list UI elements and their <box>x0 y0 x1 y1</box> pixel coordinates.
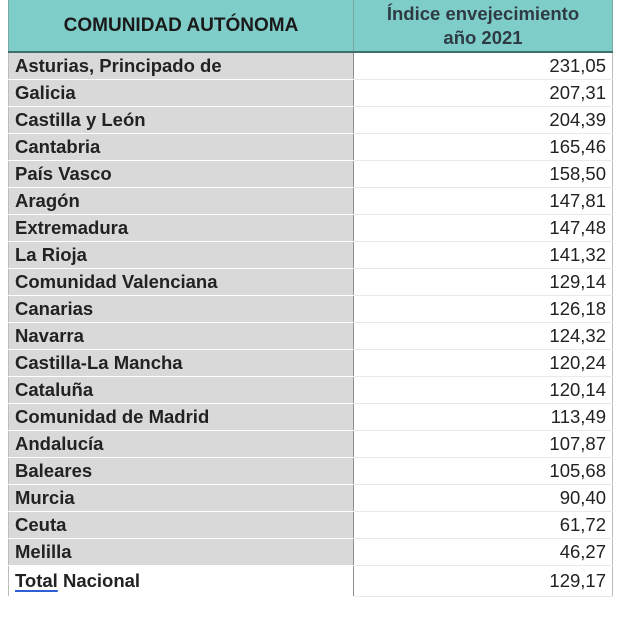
aging-index-value-cell: 105,68 <box>353 457 613 485</box>
region-name-cell: Murcia <box>8 484 354 512</box>
table-row: Aragón 147,81 <box>8 187 613 215</box>
region-name-cell: Extremadura <box>8 214 354 242</box>
table-header-row: COMUNIDAD AUTÓNOMA Índice envejecimiento… <box>8 0 613 53</box>
table-row: Cataluña 120,14 <box>8 376 613 404</box>
table-row: Cantabria 165,46 <box>8 133 613 161</box>
header-region: COMUNIDAD AUTÓNOMA <box>8 0 354 53</box>
table-row: Baleares 105,68 <box>8 457 613 485</box>
total-label-rest: Nacional <box>57 570 141 591</box>
region-name-cell: Canarias <box>8 295 354 323</box>
aging-index-value-cell: 46,27 <box>353 538 613 566</box>
aging-index-value-cell: 147,48 <box>353 214 613 242</box>
aging-index-value-cell: 120,24 <box>353 349 613 377</box>
total-label-link[interactable]: Total <box>15 570 58 591</box>
aging-index-table-container: COMUNIDAD AUTÓNOMA Índice envejecimiento… <box>8 0 613 597</box>
table-body: Asturias, Principado de 231,05 Galicia 207,… <box>8 52 613 566</box>
region-name-cell: Comunidad de Madrid <box>8 403 354 431</box>
aging-index-value-cell: 158,50 <box>353 160 613 188</box>
aging-index-value-cell: 120,14 <box>353 376 613 404</box>
table-row: Asturias, Principado de 231,05 <box>8 52 613 80</box>
aging-index-value-cell: 207,31 <box>353 79 613 107</box>
table-row-total: Total Nacional 129,17 <box>8 565 613 597</box>
aging-index-value-cell: 61,72 <box>353 511 613 539</box>
region-name-cell: Ceuta <box>8 511 354 539</box>
header-aging-index-line2: año 2021 <box>443 26 523 48</box>
aging-index-value-cell: 165,46 <box>353 133 613 161</box>
region-name-cell: Melilla <box>8 538 354 566</box>
table-row: Comunidad de Madrid 113,49 <box>8 403 613 431</box>
region-name-cell: Aragón <box>8 187 354 215</box>
header-aging-index-line1: Índice envejecimiento <box>386 2 580 24</box>
header-aging-index: Índice envejecimiento año 2021 <box>353 0 613 53</box>
region-name-cell: Andalucía <box>8 430 354 458</box>
table-row: País Vasco 158,50 <box>8 160 613 188</box>
region-name-cell: Asturias, Principado de <box>8 52 354 80</box>
aging-index-value-cell: 129,14 <box>353 268 613 296</box>
aging-index-value-cell: 141,32 <box>353 241 613 269</box>
table-row: La Rioja 141,32 <box>8 241 613 269</box>
table-row: Andalucía 107,87 <box>8 430 613 458</box>
table-row: Comunidad Valenciana 129,14 <box>8 268 613 296</box>
aging-index-value-cell: 147,81 <box>353 187 613 215</box>
table-row: Extremadura 147,48 <box>8 214 613 242</box>
aging-index-value-cell: 124,32 <box>353 322 613 350</box>
table-row: Ceuta 61,72 <box>8 511 613 539</box>
aging-index-value-cell: 231,05 <box>353 52 613 80</box>
aging-index-value-cell: 113,49 <box>353 403 613 431</box>
aging-index-value-cell: 126,18 <box>353 295 613 323</box>
table-row: Murcia 90,40 <box>8 484 613 512</box>
table-row: Melilla 46,27 <box>8 538 613 566</box>
table-row: Navarra 124,32 <box>8 322 613 350</box>
aging-index-value-cell: 204,39 <box>353 106 613 134</box>
region-name-cell: País Vasco <box>8 160 354 188</box>
table-row: Canarias 126,18 <box>8 295 613 323</box>
region-name-cell: Castilla y León <box>8 106 354 134</box>
total-value-cell: 129,17 <box>353 565 613 597</box>
total-name-cell: Total Nacional <box>8 565 354 597</box>
region-name-cell: Cataluña <box>8 376 354 404</box>
region-name-cell: Cantabria <box>8 133 354 161</box>
region-name-cell: Galicia <box>8 79 354 107</box>
region-name-cell: Navarra <box>8 322 354 350</box>
aging-index-value-cell: 107,87 <box>353 430 613 458</box>
table-row: Castilla y León 204,39 <box>8 106 613 134</box>
aging-index-table: COMUNIDAD AUTÓNOMA Índice envejecimiento… <box>8 0 613 597</box>
region-name-cell: Comunidad Valenciana <box>8 268 354 296</box>
region-name-cell: Baleares <box>8 457 354 485</box>
table-row: Galicia 207,31 <box>8 79 613 107</box>
aging-index-value-cell: 90,40 <box>353 484 613 512</box>
region-name-cell: La Rioja <box>8 241 354 269</box>
table-row: Castilla-La Mancha 120,24 <box>8 349 613 377</box>
region-name-cell: Castilla-La Mancha <box>8 349 354 377</box>
